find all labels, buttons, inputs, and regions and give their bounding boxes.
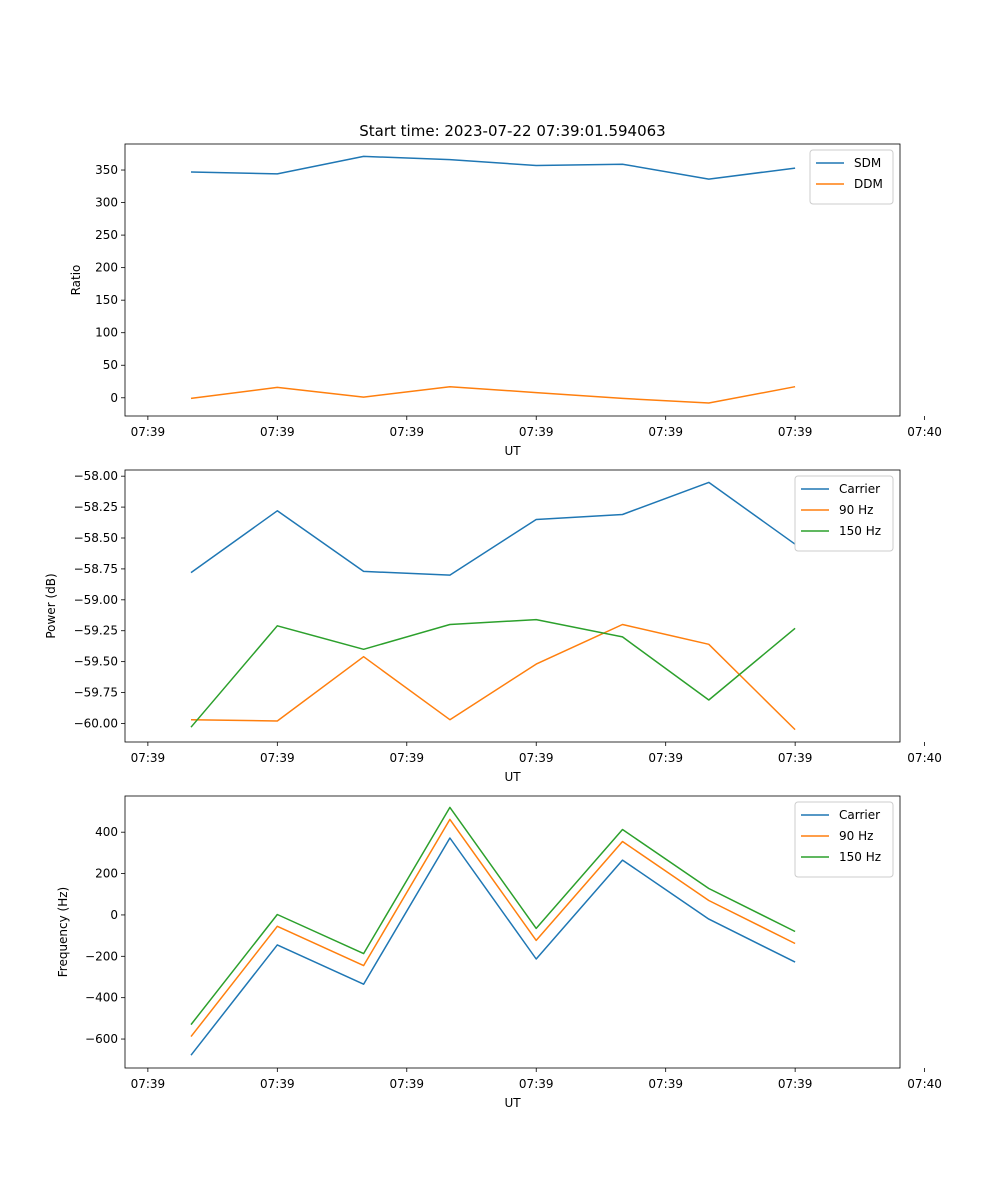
y-tick-label: −58.25 — [74, 500, 118, 514]
y-tick-label: −59.25 — [74, 624, 118, 638]
legend-label: 150 Hz — [839, 524, 881, 538]
x-tick-label: 07:39 — [778, 1077, 813, 1091]
series-line-carrier — [190, 837, 796, 1056]
legend-label: Carrier — [839, 482, 880, 496]
y-tick-label: 350 — [95, 163, 118, 177]
y-tick-label: −58.50 — [74, 531, 118, 545]
x-tick-label: 07:39 — [519, 751, 554, 765]
series-line-ddm — [190, 385, 796, 404]
legend-label: 150 Hz — [839, 850, 881, 864]
y-tick-label: −58.00 — [74, 469, 118, 483]
x-tick-label: 07:39 — [389, 751, 424, 765]
y-tick-label: −600 — [85, 1032, 118, 1046]
legend-label: DDM — [854, 177, 883, 191]
x-tick-label: 07:39 — [778, 425, 813, 439]
y-tick-label: 200 — [95, 867, 118, 881]
legend-label: Carrier — [839, 808, 880, 822]
x-tick-label: 07:40 — [907, 425, 942, 439]
axes-frame — [124, 795, 901, 1069]
x-tick-label: 07:39 — [131, 1077, 166, 1091]
y-tick-label: 0 — [110, 908, 118, 922]
x-tick-label: 07:39 — [131, 751, 166, 765]
y-tick-label: 400 — [95, 825, 118, 839]
series-line-sdm — [190, 155, 796, 180]
series-line-150-hz — [190, 618, 796, 728]
y-axis-label: Frequency (Hz) — [56, 887, 70, 978]
y-tick-label: 300 — [95, 196, 118, 210]
x-tick-label: 07:39 — [648, 425, 683, 439]
x-tick-label: 07:39 — [260, 425, 295, 439]
x-tick-label: 07:39 — [778, 751, 813, 765]
x-tick-label: 07:39 — [260, 1077, 295, 1091]
legend-label: SDM — [854, 156, 881, 170]
axes-frame — [124, 143, 901, 417]
series-line-150-hz — [190, 806, 796, 1026]
x-tick-label: 07:39 — [389, 1077, 424, 1091]
x-tick-label: 07:39 — [648, 1077, 683, 1091]
x-axis-label: UT — [504, 770, 521, 784]
y-axis-label: Power (dB) — [44, 573, 58, 638]
y-tick-label: 250 — [95, 228, 118, 242]
legend-box — [794, 475, 894, 552]
y-tick-label: 200 — [95, 261, 118, 275]
y-tick-label: −58.75 — [74, 562, 118, 576]
y-tick-label: 100 — [95, 326, 118, 340]
panel-ratio: 07:39 07:39 07:39 07:39 07:39 07:39 07:40 0 50 10… — [69, 143, 942, 458]
legend-label: 90 Hz — [839, 503, 873, 517]
y-tick-label: 50 — [103, 358, 118, 372]
axes-frame — [124, 469, 901, 743]
x-tick-label: 07:39 — [389, 425, 424, 439]
y-tick-label: −60.00 — [74, 716, 118, 730]
x-tick-label: 07:40 — [907, 1077, 942, 1091]
panel-power: 07:39 07:39 07:39 07:39 07:39 07:39 07:40 −60.0… — [44, 469, 942, 784]
series-line-carrier — [190, 481, 796, 576]
y-tick-label: −59.50 — [74, 655, 118, 669]
series-line-90-hz — [190, 623, 796, 731]
figure-title: Start time: 2023-07-22 07:39:01.594063 — [359, 122, 665, 140]
y-tick-label: −400 — [85, 991, 118, 1005]
y-tick-label: −59.75 — [74, 686, 118, 700]
y-tick-label: −200 — [85, 949, 118, 963]
x-tick-label: 07:39 — [648, 751, 683, 765]
x-axis-label: UT — [504, 1096, 521, 1110]
y-tick-label: 0 — [110, 391, 118, 405]
x-tick-label: 07:40 — [907, 751, 942, 765]
y-tick-label: −59.00 — [74, 593, 118, 607]
y-axis-label: Ratio — [69, 265, 83, 296]
x-tick-label: 07:39 — [260, 751, 295, 765]
x-axis-label: UT — [504, 444, 521, 458]
x-tick-label: 07:39 — [131, 425, 166, 439]
x-tick-label: 07:39 — [519, 1077, 554, 1091]
panel-frequency: 07:39 07:39 07:39 07:39 07:39 07:39 07:40 −600 −… — [56, 795, 942, 1110]
legend-box — [794, 801, 894, 878]
series-line-90-hz — [190, 818, 796, 1038]
y-tick-label: 150 — [95, 293, 118, 307]
legend-label: 90 Hz — [839, 829, 873, 843]
x-tick-label: 07:39 — [519, 425, 554, 439]
